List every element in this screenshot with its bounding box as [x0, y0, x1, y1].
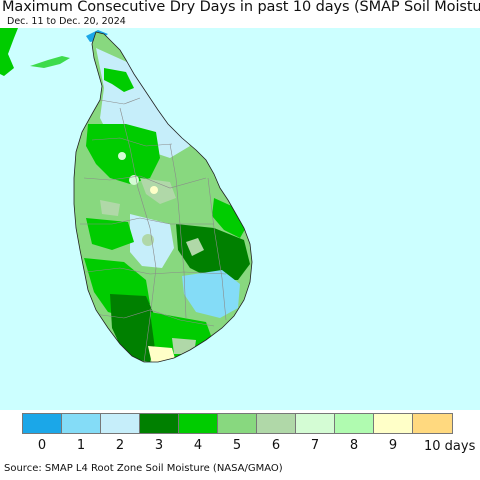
north-green-band — [104, 68, 134, 92]
legend-tick-label: 5 — [232, 438, 242, 453]
legend-swatch — [23, 414, 62, 433]
legend: 0 1 2 3 4 5 6 7 8 9 10 days — [22, 413, 476, 458]
legend-tick-label: 1 — [76, 438, 86, 453]
southeast-light-pool — [182, 270, 240, 318]
legend-swatch — [296, 414, 335, 433]
legend-swatch — [140, 414, 179, 433]
legend-tick-label: 8 — [349, 438, 359, 453]
legend-colorbar — [22, 413, 453, 434]
east-dark-green — [176, 224, 250, 280]
west-green — [86, 218, 134, 250]
legend-ticks: 0 1 2 3 4 5 6 7 8 9 10 days — [22, 438, 476, 458]
dry-days-map — [0, 28, 480, 410]
legend-tick-label: 6 — [271, 438, 281, 453]
legend-tick-label: 2 — [115, 438, 125, 453]
district-boundaries — [80, 97, 227, 362]
legend-swatch — [374, 414, 413, 433]
legend-tick-label: 0 — [37, 438, 47, 453]
coastline — [73, 31, 253, 363]
legend-tick-label: 4 — [193, 438, 203, 453]
ocean-background — [0, 28, 480, 410]
island-fill — [74, 32, 252, 362]
adams-bridge-islands — [30, 56, 70, 68]
legend-swatch — [179, 414, 218, 433]
legend-swatch — [101, 414, 140, 433]
legend-swatch — [335, 414, 374, 433]
date-range: Dec. 11 to Dec. 20, 2024 — [7, 16, 126, 27]
east-bright-green — [212, 198, 248, 238]
legend-tick-label: 9 — [388, 438, 398, 453]
legend-swatch — [62, 414, 101, 433]
map-title: Maximum Consecutive Dry Days in past 10 … — [2, 0, 480, 15]
legend-swatch — [413, 414, 452, 433]
central-pale — [140, 178, 176, 204]
legend-swatch — [257, 414, 296, 433]
legend-tick-label: 3 — [154, 438, 164, 453]
source-note: Source: SMAP L4 Root Zone Soil Moisture … — [4, 463, 283, 474]
legend-last-label: 10 days — [424, 439, 476, 454]
india-coast — [0, 28, 18, 76]
legend-swatch — [218, 414, 257, 433]
legend-tick-label: 7 — [310, 438, 320, 453]
